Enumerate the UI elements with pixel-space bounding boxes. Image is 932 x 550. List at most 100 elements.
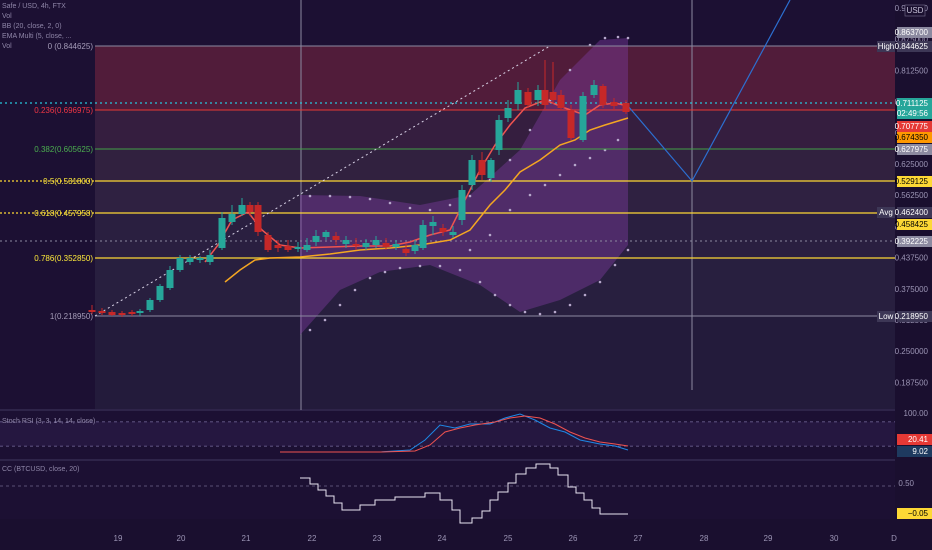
candle-body	[218, 218, 226, 248]
bb-dot	[583, 293, 587, 297]
candle-body	[254, 205, 262, 232]
candle	[362, 239, 370, 250]
candle	[487, 158, 495, 182]
stoch-d-tag-box	[897, 446, 932, 457]
bb-dot	[613, 263, 617, 267]
fib-zone	[95, 181, 895, 213]
candle	[504, 100, 512, 122]
time-tick: 30	[830, 534, 839, 543]
ema-legend[interactable]: EMA Multi (5, close, ...	[2, 33, 72, 40]
bb-dot	[508, 158, 512, 162]
candle-body	[549, 92, 557, 100]
candle-body	[342, 240, 350, 244]
candle	[419, 220, 427, 250]
fib618-tag-text: 0.458425	[895, 220, 929, 229]
avg-tag: 0.462400	[895, 207, 932, 218]
stoch-rsi-legend[interactable]: Stoch RSI (3, 3, 14, 14, close)	[2, 418, 96, 425]
candle-body	[468, 160, 476, 185]
candle-body	[372, 240, 380, 245]
bb-dot	[573, 163, 577, 167]
last-price-tag-text: 0.711125	[896, 99, 929, 108]
price-tick: 0.812500	[895, 66, 929, 75]
stoch-k-tag: 20.41	[897, 434, 932, 445]
high-tag-text: 0.844625	[895, 42, 929, 51]
candle	[541, 60, 549, 110]
candle-body	[599, 86, 607, 105]
fib-zone	[95, 213, 895, 258]
low-label: Low	[877, 311, 895, 322]
high-tag: 0.844625	[895, 41, 932, 52]
candle	[88, 305, 96, 314]
candle-body	[524, 92, 532, 105]
candle	[342, 236, 350, 248]
candle-body	[590, 85, 598, 95]
candle-body	[402, 249, 410, 253]
candle-body	[382, 243, 390, 247]
candle-body	[322, 232, 330, 237]
candle	[402, 244, 410, 256]
time-tick: 25	[504, 534, 513, 543]
bb-dot	[616, 138, 620, 142]
candle-body	[128, 312, 136, 314]
ema1-tag: 0.707775	[895, 121, 932, 132]
candle-body	[458, 190, 466, 220]
avg-label: Avg	[877, 207, 895, 218]
candle	[218, 212, 226, 250]
bb-dot	[588, 156, 592, 160]
candle-body	[610, 102, 618, 106]
countdown-tag-box	[897, 109, 932, 119]
candle	[458, 185, 466, 225]
bb-dot	[348, 195, 352, 199]
candle-body	[228, 214, 236, 222]
candle	[567, 105, 575, 140]
bb-legend[interactable]: BB (20, close, 2, 0)	[2, 23, 62, 30]
candle-body	[98, 311, 106, 313]
volume-legend[interactable]: Vol	[2, 13, 12, 20]
bb-dot	[528, 193, 532, 197]
vol2-legend[interactable]: Vol	[2, 43, 12, 50]
candle	[514, 82, 522, 110]
candle	[392, 240, 400, 250]
price-tick: 0.625000	[895, 160, 929, 169]
bb-dot	[308, 194, 312, 198]
fib05-tag-box	[897, 176, 932, 187]
candle-body	[264, 235, 272, 250]
candle	[439, 224, 447, 236]
candle-body	[495, 120, 503, 150]
candle	[246, 202, 254, 216]
bb-dot	[568, 68, 572, 72]
bb-dot	[338, 303, 342, 307]
bb-dot	[493, 293, 497, 297]
cci-legend[interactable]: CC (BTCUSD, close, 20)	[2, 466, 80, 473]
currency-label: USD	[907, 6, 924, 15]
countdown-tag-text: 02:49:56	[897, 109, 929, 118]
candle-body	[579, 96, 587, 140]
candle-body	[88, 310, 96, 312]
bb-dot	[383, 270, 387, 274]
candle	[108, 310, 116, 316]
low-tag: 0.218950	[895, 311, 932, 322]
candle-body	[166, 270, 174, 288]
bb-dot	[438, 264, 442, 268]
candle	[590, 80, 598, 98]
candle	[196, 256, 204, 263]
stoch-d-tag: 9.02	[897, 446, 932, 457]
avg-label-text: Avg	[879, 208, 893, 217]
high-label-box	[877, 41, 895, 52]
candle	[284, 240, 292, 252]
candle-body	[557, 95, 565, 108]
currency-box	[904, 4, 926, 17]
candle	[294, 242, 302, 252]
candle	[98, 308, 106, 315]
bb-dot	[568, 303, 572, 307]
candle	[128, 310, 136, 316]
candle	[495, 115, 503, 155]
dotted-tag-text: 0.392225	[895, 237, 929, 246]
candle-body	[478, 160, 486, 175]
bb-dot	[328, 194, 332, 198]
symbol-legend[interactable]: Safe / USD, 4h, FTX	[2, 3, 66, 10]
bb-dot	[553, 310, 557, 314]
high-label: High	[877, 41, 895, 52]
bb-dot	[603, 36, 607, 40]
